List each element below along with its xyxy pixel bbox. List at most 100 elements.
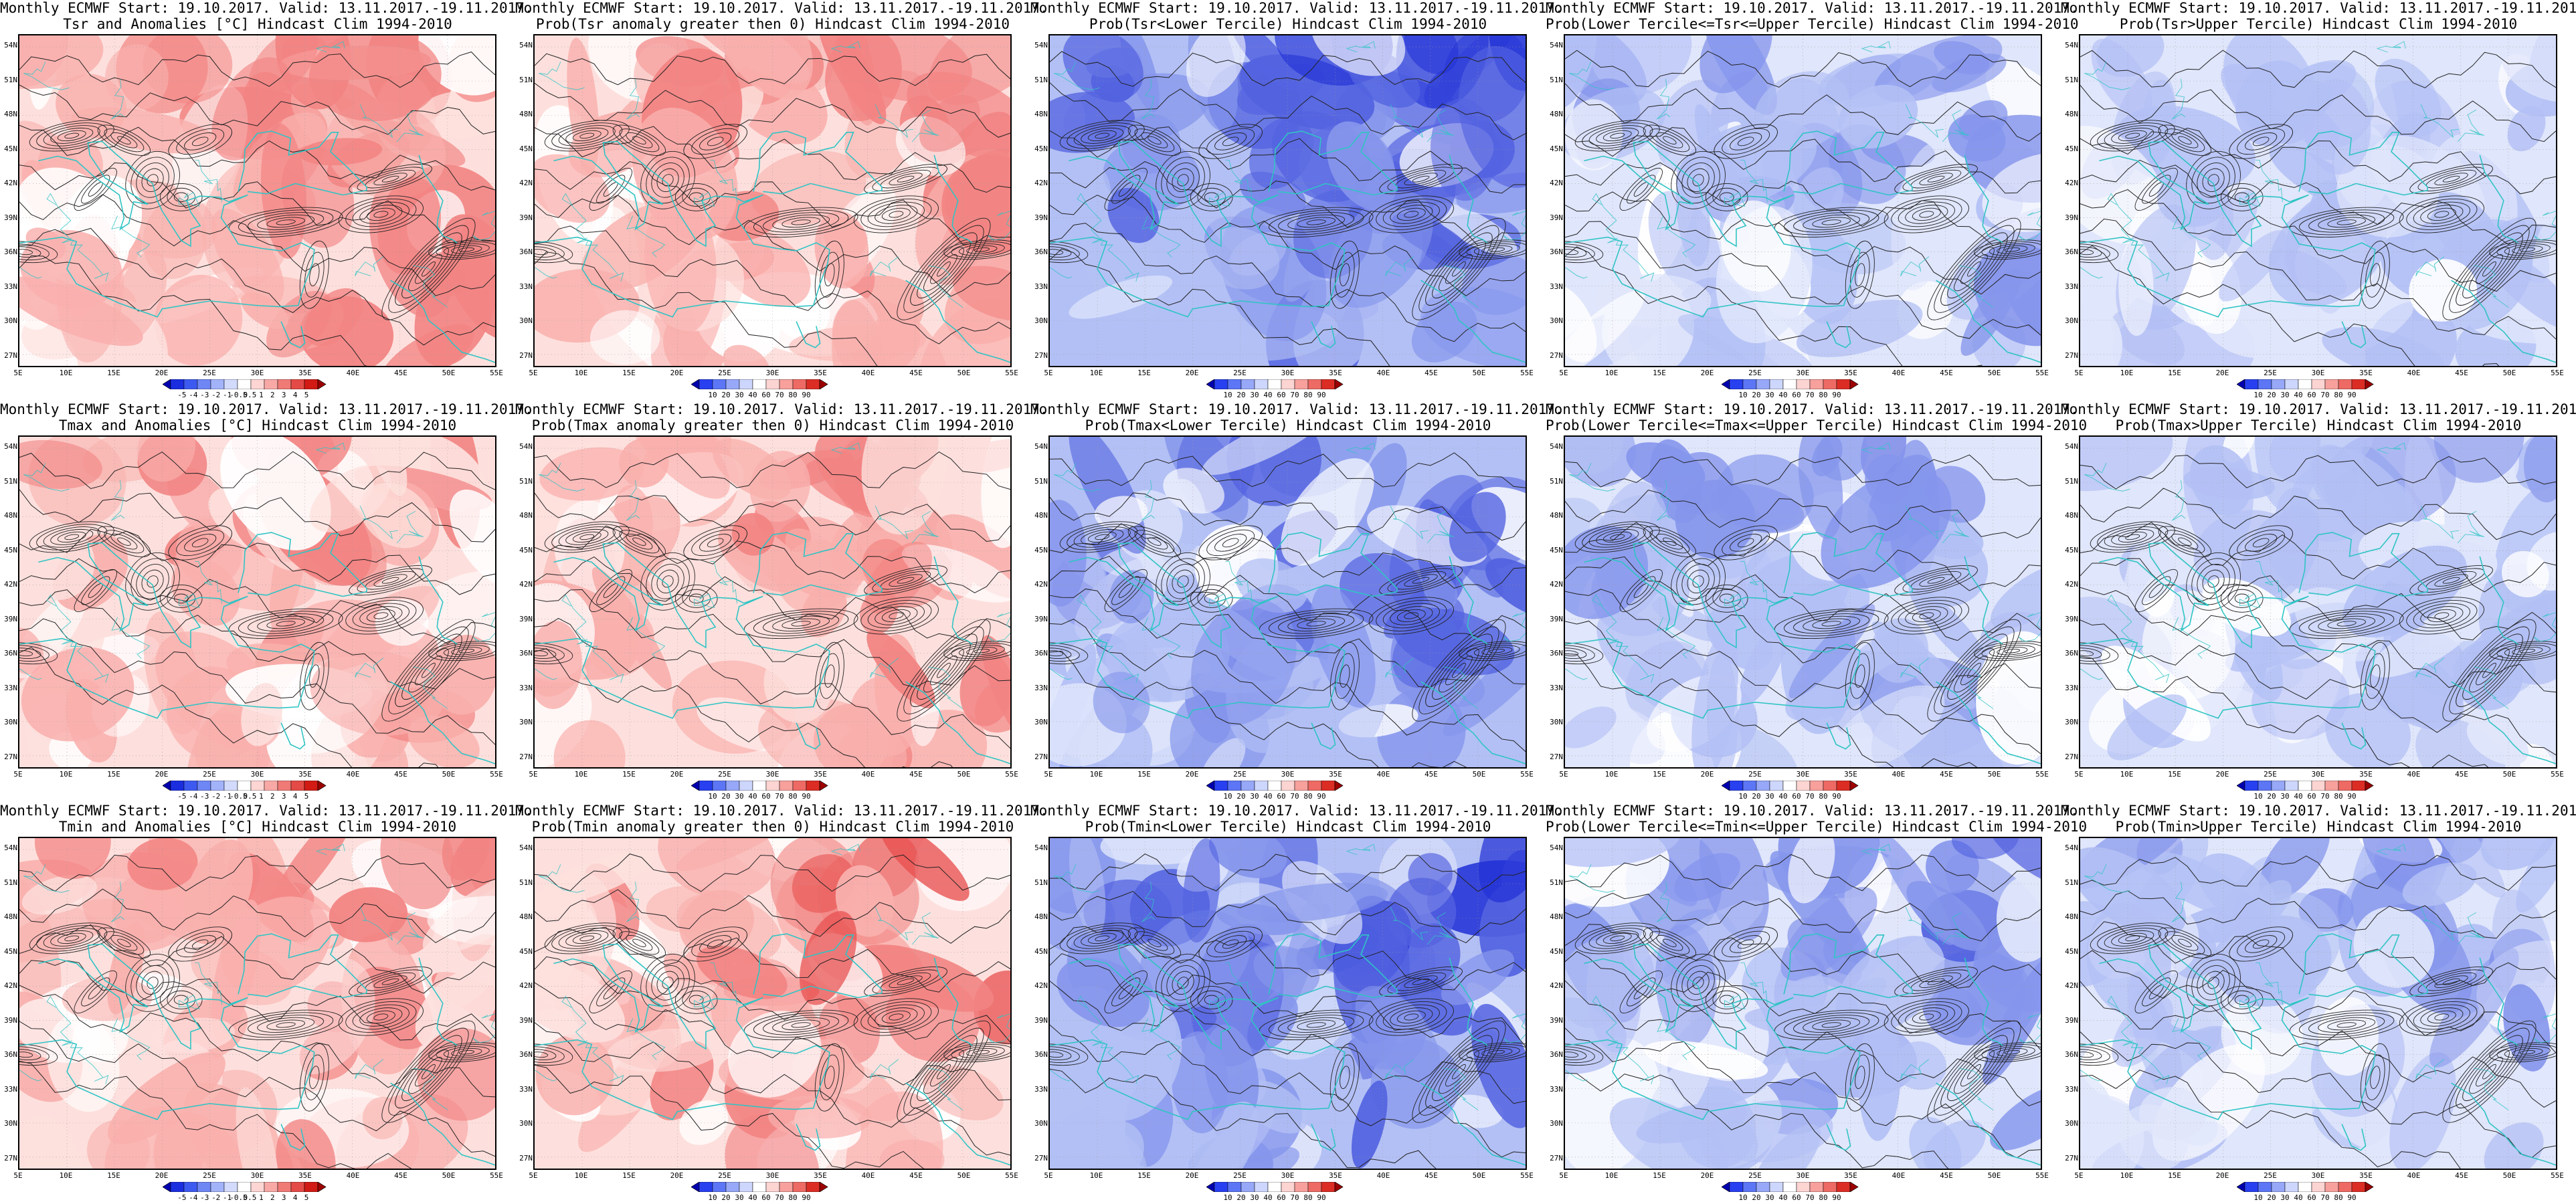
map-canvas [535,35,1010,366]
panel-title-line-1: Monthly ECMWF Start: 19.10.2017. Valid: … [2061,0,2576,16]
latitude-label: 45N [1550,144,1563,153]
longitude-label: 5E [1044,369,1053,377]
longitude-label: 20E [1185,1171,1199,1180]
colorbar-tick-label: 40 [748,1193,757,1202]
longitude-label: 30E [765,1171,779,1180]
latitude-label: 48N [1034,912,1048,922]
colorbar-tick-label: 20 [721,1193,731,1202]
colorbar-tick-label: 10 [2253,391,2263,399]
latitude-label: 39N [519,213,533,222]
colorbar-tick-label: 80 [1819,792,1828,801]
colorbar-tick-label: 70 [1805,792,1815,801]
colorbar-tick-label: 60 [1792,792,1801,801]
longitude-label: 10E [59,1171,73,1180]
forecast-panel: Monthly ECMWF Start: 19.10.2017. Valid: … [2061,0,2576,401]
panel-title-line-2: Prob(Lower Tercile<=Tmax<=Upper Tercile)… [1546,417,2088,433]
panel-title-line-1: Monthly ECMWF Start: 19.10.2017. Valid: … [2061,401,2576,417]
latitude-label: 48N [1550,511,1563,520]
latitude-label: 51N [4,476,17,486]
longitude-label: 45E [1424,770,1438,779]
colorbar-tick-label: 30 [1250,792,1259,801]
latitude-label: 45N [519,545,533,555]
colorbar-tick-label: 30 [735,1193,744,1202]
longitude-label: 5E [13,770,23,779]
colorbar-tick-label: 20 [2267,1193,2276,1202]
longitude-label: 45E [1424,1171,1438,1180]
longitude-label: 5E [1559,1171,1568,1180]
longitude-label: 45E [1940,369,1953,377]
panel-title-line-1: Monthly ECMWF Start: 19.10.2017. Valid: … [0,803,533,819]
latitude-label: 39N [1034,1015,1048,1025]
latitude-label: 54N [519,41,533,50]
longitude-label: 30E [1796,1171,1810,1180]
longitude-label: 50E [2502,1171,2516,1180]
colorbar-container [1206,379,1370,389]
colorbar-tick-label: -4 [189,1193,198,1202]
colorbar-tick-label: 60 [2307,391,2316,399]
colorbar-tick-label: 90 [1317,1193,1326,1202]
map-frame [1564,837,2042,1170]
latitude-label: 48N [2065,511,2078,520]
latitude-label: 27N [1034,1153,1048,1163]
longitude-label: 25E [1748,1171,1762,1180]
latitude-label: 36N [1034,649,1048,658]
latitude-label: 54N [1034,41,1048,50]
longitude-label: 50E [2502,369,2516,377]
longitude-label: 35E [1844,770,1857,779]
longitude-label: 40E [861,369,875,377]
map-canvas [19,838,495,1169]
longitude-label: 30E [1281,770,1295,779]
colorbar-tick-label: 2 [270,1193,275,1202]
latitude-label: 36N [519,1050,533,1060]
longitude-label: 55E [490,369,503,377]
latitude-label: 33N [1550,683,1563,692]
longitude-label: 55E [1520,369,1534,377]
colorbar-tick-label: 60 [1277,792,1286,801]
latitude-label: 45N [2065,144,2078,153]
latitude-label: 42N [2065,981,2078,991]
longitude-label: 45E [2455,369,2468,377]
colorbar-tick-label: -2 [211,792,221,801]
panel-title-line-1: Monthly ECMWF Start: 19.10.2017. Valid: … [1030,0,1564,16]
latitude-label: 36N [2065,247,2078,257]
colorbar-tick-label: 80 [1303,391,1313,399]
latitude-label: 30N [1550,718,1563,727]
colorbar-tick-label: 30 [2280,1193,2290,1202]
latitude-label: 33N [519,1084,533,1094]
panel-title-line-2: Prob(Tmax anomaly greater then 0) Hindca… [531,417,1014,433]
longitude-label: 15E [107,1171,120,1180]
colorbar-tick-label: 40 [748,391,757,399]
colorbar-tick-label: 10 [1738,391,1748,399]
latitude-label: 54N [2065,843,2078,853]
map-frame [2079,435,2557,769]
latitude-label: 30N [1034,718,1048,727]
longitude-label: 35E [1844,369,1857,377]
latitude-label: 48N [2065,912,2078,922]
latitude-label: 42N [2065,580,2078,589]
colorbar [163,781,327,791]
longitude-label: 25E [203,1171,216,1180]
latitude-label: 39N [519,1015,533,1025]
latitude-label: 30N [519,316,533,326]
colorbar-tick-label: 60 [1792,391,1801,399]
colorbar-container [2237,379,2400,389]
latitude-label: 33N [1550,1084,1563,1094]
latitude-label: 48N [4,110,17,119]
longitude-label: 30E [250,369,264,377]
colorbar-tick-label: 1 [259,792,264,801]
colorbar-tick-label: 4 [292,1193,298,1202]
longitude-label: 30E [250,1171,264,1180]
colorbar [163,1182,327,1192]
colorbar-tick-label: 30 [735,792,744,801]
latitude-label: 51N [519,75,533,84]
map-canvas [2080,437,2556,767]
colorbar [2237,781,2374,791]
longitude-label: 10E [574,770,588,779]
latitude-label: 51N [519,878,533,887]
latitude-label: 36N [4,649,17,658]
latitude-label: 48N [1550,110,1563,119]
colorbar-tick-label: 20 [2267,792,2276,801]
colorbar-tick-label: 30 [1765,1193,1774,1202]
longitude-label: 5E [1559,369,1568,377]
latitude-label: 54N [4,843,17,853]
